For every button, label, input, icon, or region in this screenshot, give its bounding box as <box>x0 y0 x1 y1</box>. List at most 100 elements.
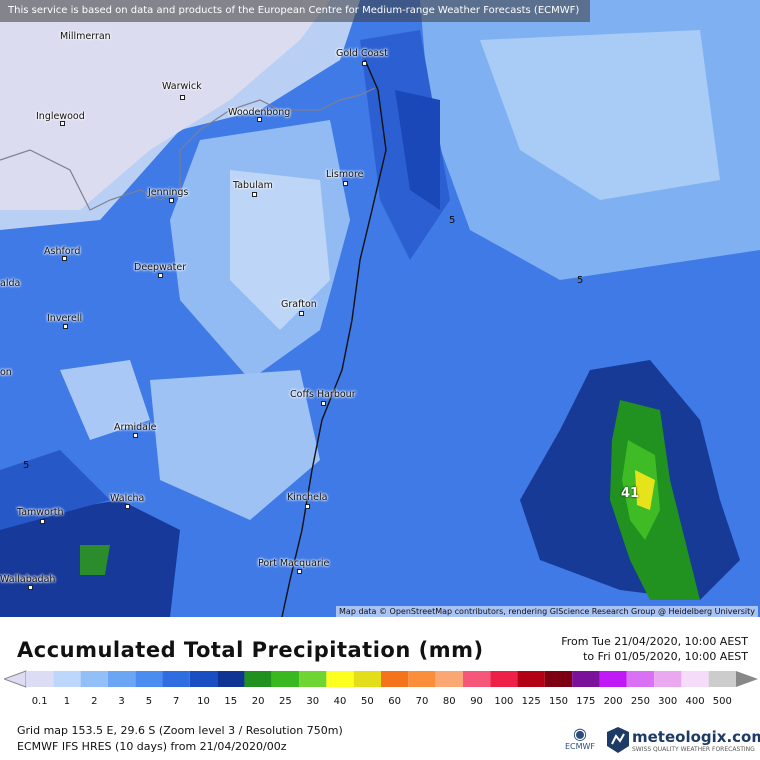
scale-swatch <box>217 671 245 687</box>
meteologix-tagline: SWISS QUALITY WEATHER FORECASTING <box>632 746 755 753</box>
scale-tick-label: 300 <box>658 696 678 707</box>
scale-tick-label: 5 <box>145 696 153 707</box>
color-scale-bar <box>4 670 758 688</box>
scale-tick-label: 125 <box>521 696 541 707</box>
scale-tick-label: 100 <box>494 696 514 707</box>
scale-tick-label: 30 <box>306 696 320 707</box>
contour-label: 5 <box>449 215 456 226</box>
scale-tick-label: 2 <box>91 696 98 707</box>
place-label[interactable]: Coffs Harbour <box>290 389 356 400</box>
scale-swatch <box>271 671 300 687</box>
ecmwf-banner: This service is based on data and produc… <box>0 0 590 22</box>
place-marker <box>343 181 348 186</box>
scale-swatch <box>572 671 600 687</box>
place-marker <box>28 585 33 590</box>
scale-tick-label: 40 <box>333 696 347 707</box>
place-label[interactable]: Tabulam <box>233 180 273 191</box>
scale-tick-label: 60 <box>388 696 402 707</box>
place-marker <box>158 273 163 278</box>
scale-swatch <box>708 671 736 687</box>
scale-swatch <box>654 671 682 687</box>
scale-swatch <box>353 671 381 687</box>
place-marker <box>62 256 67 261</box>
place-label[interactable]: Ashford <box>44 246 81 257</box>
place-label[interactable]: Walcha <box>110 493 145 504</box>
scale-swatch <box>408 671 436 687</box>
scale-tick-label: 500 <box>712 696 732 707</box>
model-info: ECMWF IFS HRES (10 days) from 21/04/2020… <box>17 740 287 753</box>
scale-arrow-low <box>4 670 27 688</box>
scale-swatch <box>681 671 709 687</box>
precipitation-map[interactable]: This service is based on data and produc… <box>0 0 760 617</box>
place-label[interactable]: Inverell <box>47 313 83 324</box>
place-label[interactable]: Woodenbong <box>228 107 291 118</box>
scale-swatch <box>26 671 54 687</box>
place-marker <box>321 401 326 406</box>
place-label[interactable]: Grafton <box>281 299 317 310</box>
scale-tick-label: 0.1 <box>31 696 48 707</box>
scale-tick-label: 20 <box>251 696 265 707</box>
scale-tick-label: 200 <box>603 696 623 707</box>
place-label[interactable]: Jennings <box>148 187 189 198</box>
peak-value-label: 41 <box>621 486 640 501</box>
scale-swatch <box>189 671 218 687</box>
range-from: From Tue 21/04/2020, 10:00 AEST <box>561 635 748 648</box>
scale-swatch <box>162 671 190 687</box>
scale-swatch <box>381 671 409 687</box>
scale-tick-label: 10 <box>197 696 210 707</box>
place-label[interactable]: Warwick <box>162 81 202 92</box>
place-marker <box>305 504 310 509</box>
contour-label: 5 <box>577 275 584 286</box>
scale-tick-label: 250 <box>630 696 650 707</box>
meteologix-name[interactable]: meteologix.com <box>632 728 760 746</box>
place-label[interactable]: Kinchela <box>287 492 328 503</box>
place-label[interactable]: Port Macquarie <box>258 558 330 569</box>
place-label[interactable]: on <box>0 367 12 378</box>
place-marker <box>297 569 302 574</box>
place-label[interactable]: alda <box>0 278 21 289</box>
place-label[interactable]: Tamworth <box>17 507 64 518</box>
place-label[interactable]: Millmerran <box>60 31 111 42</box>
scale-tick-label: 7 <box>173 696 180 707</box>
place-label[interactable]: Wallabadah <box>0 574 56 585</box>
ecmwf-logo-text: ECMWF <box>564 742 596 751</box>
scale-swatch <box>135 671 163 687</box>
meteologix-logo-icon[interactable] <box>606 726 630 754</box>
scale-tick-label: 150 <box>548 696 569 707</box>
place-marker <box>133 433 138 438</box>
place-label[interactable]: Armidale <box>114 422 157 433</box>
scale-swatch <box>462 671 491 687</box>
legend-title: Accumulated Total Precipitation (mm) <box>17 638 484 662</box>
scale-arrow-high <box>736 671 758 687</box>
scale-tick-label: 25 <box>279 696 292 707</box>
scale-tick-label: 3 <box>118 696 125 707</box>
map-shading <box>0 0 760 617</box>
place-marker <box>252 192 257 197</box>
scale-tick-label: 1 <box>63 696 71 707</box>
grid-info: Grid map 153.5 E, 29.6 S (Zoom level 3 /… <box>17 724 343 737</box>
place-marker <box>63 324 68 329</box>
place-label[interactable]: Deepwater <box>134 262 187 273</box>
scale-swatch <box>435 671 463 687</box>
place-marker <box>60 121 65 126</box>
scale-swatch <box>244 671 272 687</box>
place-marker <box>299 311 304 316</box>
place-marker <box>40 519 45 524</box>
contour-label: 5 <box>23 460 30 471</box>
place-marker <box>257 117 262 122</box>
scale-tick-label: 15 <box>224 696 238 707</box>
scale-swatch <box>490 671 518 687</box>
scale-swatch <box>299 671 327 687</box>
ecmwf-symbol-icon: ◉ <box>573 724 587 743</box>
place-marker <box>125 504 130 509</box>
scale-swatch <box>80 671 108 687</box>
scale-tick-label: 90 <box>470 696 483 707</box>
place-label[interactable]: Lismore <box>326 169 364 180</box>
scale-tick-label: 50 <box>360 696 374 707</box>
ecmwf-logo[interactable]: ◉ ECMWF <box>560 724 600 752</box>
place-label[interactable]: Inglewood <box>36 111 85 122</box>
map-attribution[interactable]: Map data © OpenStreetMap contributors, r… <box>336 606 758 617</box>
scale-tick-label: 70 <box>415 696 429 707</box>
place-label[interactable]: Gold Coast <box>336 48 388 59</box>
color-scale-ticks: 0.1 1 2 3 5 7 10 15 20 25 30 40 50 60 70 80 90 100 125 150 1… <box>0 696 760 710</box>
